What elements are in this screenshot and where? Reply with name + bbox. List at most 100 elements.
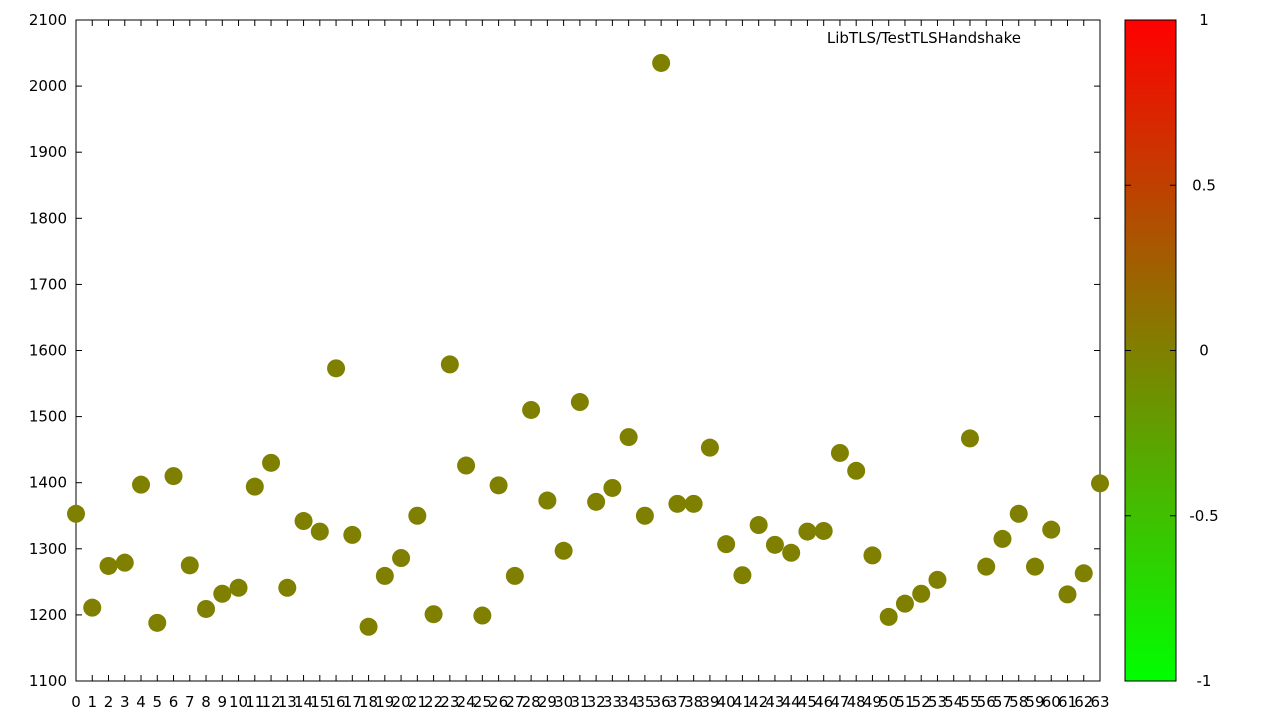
data-point xyxy=(1091,474,1109,493)
data-points xyxy=(67,53,1109,636)
data-point xyxy=(587,492,606,511)
x-tick-label: 18 xyxy=(359,693,378,711)
x-tick-label: 52 xyxy=(912,693,931,711)
x-tick-label: 12 xyxy=(262,693,281,711)
x-tick-label: 24 xyxy=(457,693,476,711)
y-tick-label: 1700 xyxy=(29,275,67,293)
x-tick-label: 45 xyxy=(798,693,817,711)
x-tick-label: 13 xyxy=(278,693,297,711)
data-point xyxy=(879,607,898,626)
y-tick-label: 1200 xyxy=(29,606,67,624)
data-point xyxy=(457,456,476,475)
plot-area: 1100120013001400150016001700180019002000… xyxy=(29,11,1110,711)
data-point xyxy=(424,605,443,624)
plot-frame xyxy=(75,19,1101,682)
x-tick-label: 37 xyxy=(668,693,687,711)
data-point xyxy=(977,557,996,576)
legend-title: LibTLS/TestTLSHandshake xyxy=(827,29,1021,47)
data-point xyxy=(652,53,671,72)
y-tick-label: 1500 xyxy=(29,408,67,426)
colorbar-tick-label: -0.5 xyxy=(1189,507,1218,525)
x-axis-ticks: 0 1 2 3 4 5 6 7 8 9 101112131415161718192021222324… xyxy=(71,20,1110,711)
data-point xyxy=(960,429,979,448)
x-tick-label: 61 xyxy=(1058,693,1077,711)
data-point xyxy=(603,478,622,497)
x-tick-label: 42 xyxy=(749,693,768,711)
y-tick-label: 1400 xyxy=(29,474,67,492)
x-tick-label: 27 xyxy=(505,693,524,711)
data-point xyxy=(278,578,297,597)
y-tick-label: 2000 xyxy=(29,77,67,95)
x-tick-label: 38 xyxy=(684,693,703,711)
data-point xyxy=(343,525,362,544)
x-tick-label: 41 xyxy=(733,693,752,711)
x-tick-label: 19 xyxy=(375,693,394,711)
x-tick-label: 3 xyxy=(120,693,130,711)
data-point xyxy=(505,566,524,585)
data-point xyxy=(164,467,183,486)
x-tick-label: 35 xyxy=(635,693,654,711)
x-tick-label: 9 xyxy=(218,693,228,711)
x-tick-label: 49 xyxy=(863,693,882,711)
x-tick-label: 36 xyxy=(652,693,671,711)
y-tick-label: 1800 xyxy=(29,209,67,227)
x-tick-label: 20 xyxy=(392,693,411,711)
x-tick-label: 21 xyxy=(408,693,427,711)
x-tick-label: 56 xyxy=(977,693,996,711)
data-point xyxy=(489,476,508,495)
x-tick-label: 26 xyxy=(489,693,508,711)
y-tick-label: 1100 xyxy=(29,672,67,690)
data-point xyxy=(538,491,557,510)
x-tick-label: 14 xyxy=(294,693,313,711)
x-tick-label: 33 xyxy=(603,693,622,711)
data-point xyxy=(359,617,378,636)
x-tick-label: 6 xyxy=(169,693,179,711)
y-tick-label: 1900 xyxy=(29,143,67,161)
data-point xyxy=(847,461,866,480)
x-tick-label: 51 xyxy=(895,693,914,711)
data-point xyxy=(554,541,573,560)
x-tick-label: 22 xyxy=(424,693,443,711)
x-tick-label: 29 xyxy=(538,693,557,711)
data-point xyxy=(570,393,589,412)
data-point xyxy=(294,512,313,531)
data-point xyxy=(814,521,833,540)
data-point xyxy=(684,494,703,513)
x-tick-label: 53 xyxy=(928,693,947,711)
data-point xyxy=(327,359,346,378)
data-point xyxy=(473,606,492,625)
data-point xyxy=(67,504,85,523)
data-point xyxy=(522,400,541,419)
x-tick-label: 57 xyxy=(993,693,1012,711)
data-point xyxy=(392,549,411,568)
x-tick-label: 47 xyxy=(830,693,849,711)
x-tick-label: 40 xyxy=(717,693,736,711)
x-tick-label: 62 xyxy=(1074,693,1093,711)
x-tick-label: 10 xyxy=(229,693,248,711)
x-tick-label: 7 xyxy=(185,693,195,711)
data-point xyxy=(619,428,638,447)
data-point xyxy=(229,578,248,597)
x-tick-label: 5 xyxy=(152,693,162,711)
data-point xyxy=(148,613,167,632)
data-point xyxy=(83,598,102,617)
colorbar-tick-label: 1 xyxy=(1199,11,1209,29)
x-tick-label: 31 xyxy=(570,693,589,711)
data-point xyxy=(115,553,134,572)
x-tick-label: 48 xyxy=(847,693,866,711)
colorbar-gradient xyxy=(1124,19,1177,682)
x-tick-label: 25 xyxy=(473,693,492,711)
data-point xyxy=(700,438,719,457)
data-point xyxy=(408,506,427,525)
data-point xyxy=(1058,585,1077,604)
x-tick-label: 59 xyxy=(1025,693,1044,711)
x-tick-label: 58 xyxy=(1009,693,1028,711)
data-point xyxy=(99,556,118,575)
x-tick-label: 1 xyxy=(87,693,97,711)
x-tick-label: 60 xyxy=(1042,693,1061,711)
data-point xyxy=(180,556,199,575)
data-point xyxy=(262,453,281,472)
data-point xyxy=(1074,564,1093,583)
data-point xyxy=(440,355,459,374)
data-point xyxy=(765,535,784,554)
